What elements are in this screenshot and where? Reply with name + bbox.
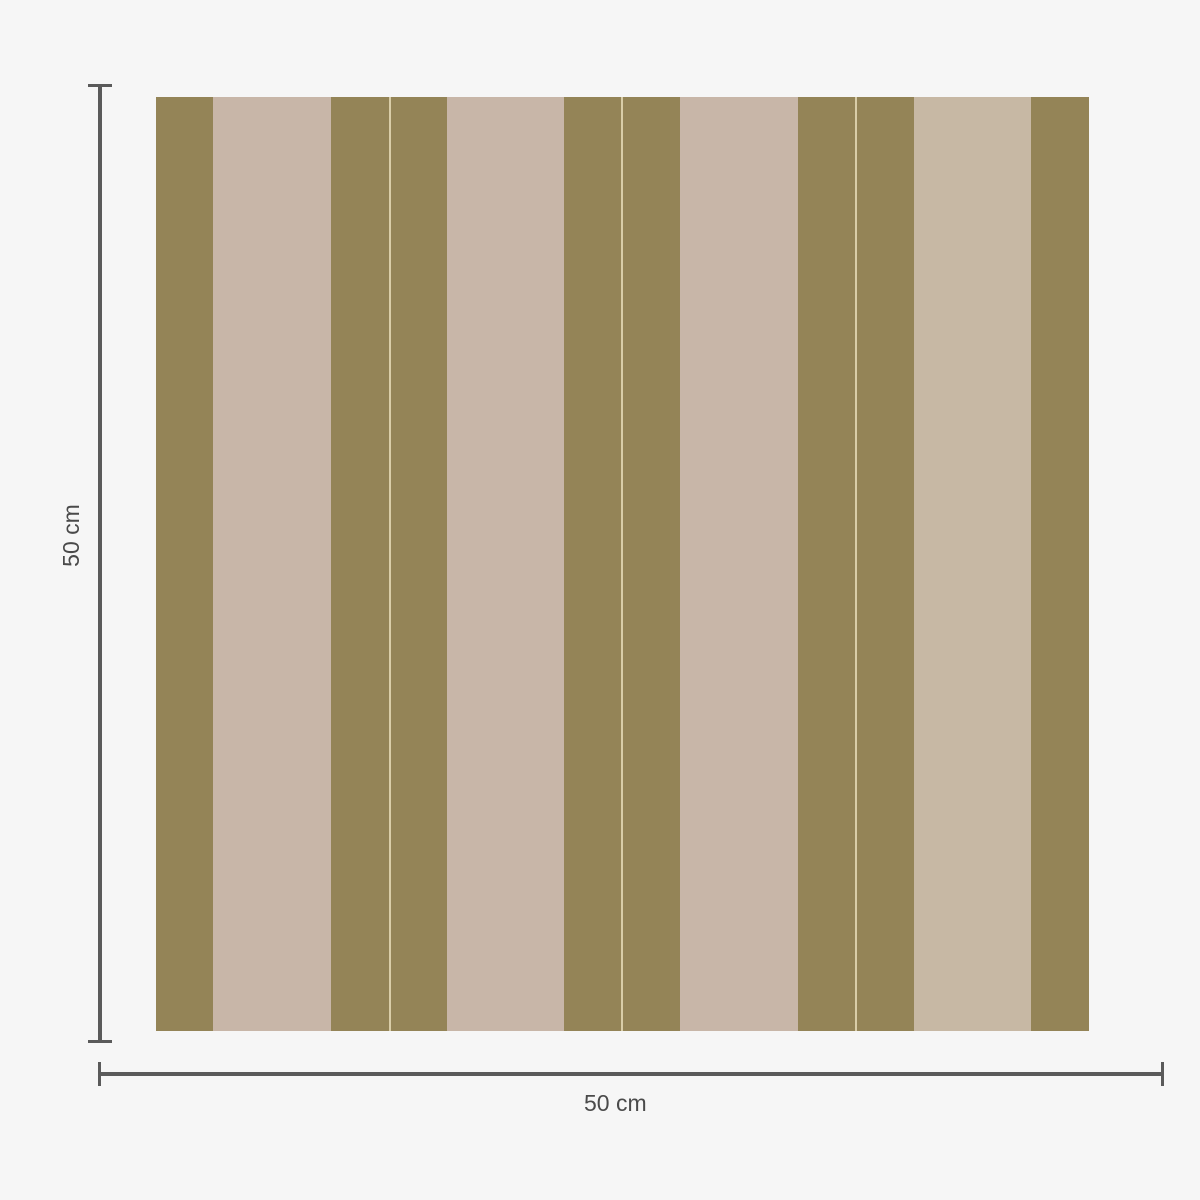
stripe-olive (156, 97, 213, 1031)
height-dimension-line (98, 85, 102, 1042)
stripe-beige (914, 97, 1031, 1031)
stripe-divider (855, 97, 857, 1031)
width-dimension-cap-left (98, 1062, 101, 1086)
height-dimension-cap-top (88, 84, 112, 87)
stripe-divider (621, 97, 623, 1031)
stripe-pink (447, 97, 564, 1031)
stripe-pink (213, 97, 331, 1031)
stripe-olive (1031, 97, 1089, 1031)
stripe-pink (680, 97, 798, 1031)
stripe-divider (389, 97, 391, 1031)
width-dimension-line (99, 1072, 1163, 1076)
width-label: 50 cm (584, 1090, 647, 1116)
width-dimension-cap-right (1161, 1062, 1164, 1086)
height-dimension-cap-bottom (88, 1040, 112, 1043)
height-label: 50 cm (57, 504, 84, 567)
striped-panel-image (156, 97, 1089, 1031)
